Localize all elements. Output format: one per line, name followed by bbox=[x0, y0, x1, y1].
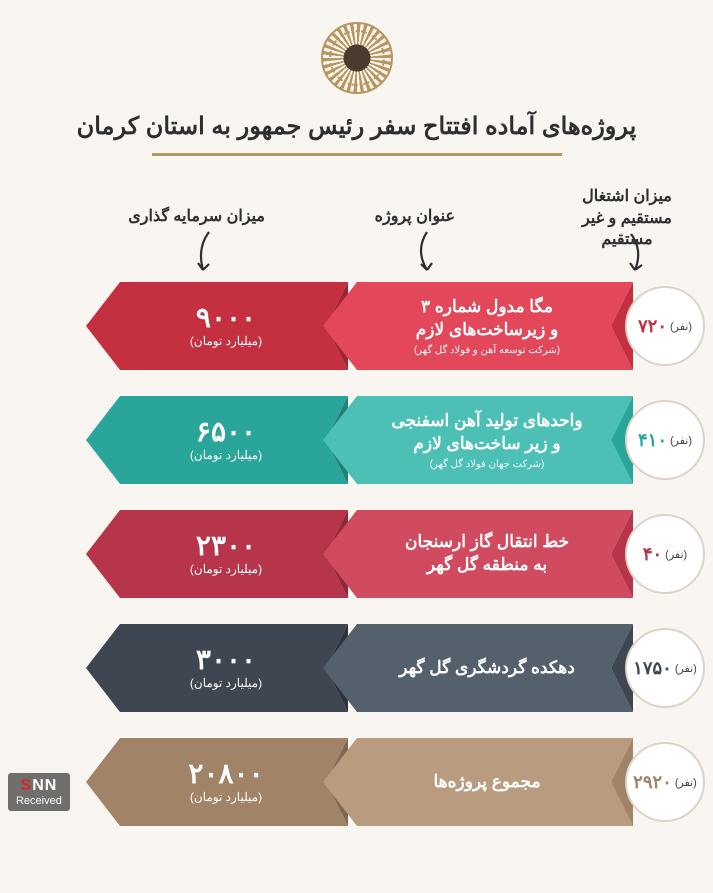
employment-unit: (نفر) bbox=[675, 776, 697, 789]
emblem-logo bbox=[321, 22, 393, 94]
arrow-project bbox=[409, 230, 443, 276]
page-title: پروژه‌های آماده افتتاح سفر رئیس جمهور به… bbox=[0, 112, 713, 141]
project-title: واحدهای تولید آهن اسفنجی و زیر ساخت‌های … bbox=[391, 410, 582, 456]
project-row: ۶۵۰۰ (میلیارد تومان) واحدهای تولید آهن ا… bbox=[0, 390, 713, 490]
watermark-brand: SNN bbox=[21, 777, 58, 795]
investment-arrow: ۲۰۸۰۰ (میلیارد تومان) bbox=[86, 738, 348, 826]
investment-value: ۳۰۰۰ bbox=[196, 646, 256, 674]
project-arrow: خط انتقال گاز ارسنجان به منطقه گل گهر bbox=[323, 510, 633, 598]
watermark-sub: Received bbox=[16, 795, 62, 807]
column-labels: میزان سرمایه گذاری عنوان پروژه میزان اشت… bbox=[0, 156, 713, 276]
label-project: عنوان پروژه bbox=[375, 206, 455, 228]
investment-unit: (میلیارد تومان) bbox=[190, 562, 262, 576]
employment-value: ۱۷۵۰ bbox=[633, 658, 672, 679]
logo-wrap bbox=[0, 0, 713, 94]
project-title: خط انتقال گاز ارسنجان به منطقه گل گهر bbox=[405, 531, 569, 577]
employment-circle: (نفر) ۴۰ bbox=[625, 514, 705, 594]
project-subtitle: (شرکت توسعه آهن و فولاد گل گهر) bbox=[414, 345, 560, 356]
employment-unit: (نفر) bbox=[675, 662, 697, 675]
investment-value: ۹۰۰۰ bbox=[196, 304, 256, 332]
investment-arrow: ۹۰۰۰ (میلیارد تومان) bbox=[86, 282, 348, 370]
project-arrow: مجموع پروژه‌ها bbox=[323, 738, 633, 826]
project-arrow: واحدهای تولید آهن اسفنجی و زیر ساخت‌های … bbox=[323, 396, 633, 484]
employment-circle: (نفر) ۴۱۰ bbox=[625, 400, 705, 480]
project-arrow: مگا مدول شماره ۳ و زیرساخت‌های لازم (شرک… bbox=[323, 282, 633, 370]
employment-unit: (نفر) bbox=[670, 320, 692, 333]
investment-arrow: ۳۰۰۰ (میلیارد تومان) bbox=[86, 624, 348, 712]
label-investment: میزان سرمایه گذاری bbox=[128, 206, 265, 228]
investment-unit: (میلیارد تومان) bbox=[190, 676, 262, 690]
investment-unit: (میلیارد تومان) bbox=[190, 448, 262, 462]
employment-value: ۷۲۰ bbox=[638, 316, 667, 337]
investment-arrow: ۲۳۰۰ (میلیارد تومان) bbox=[86, 510, 348, 598]
investment-value: ۲۳۰۰ bbox=[196, 532, 256, 560]
investment-value: ۲۰۸۰۰ bbox=[188, 760, 263, 788]
project-row: ۲۳۰۰ (میلیارد تومان) خط انتقال گاز ارسنج… bbox=[0, 504, 713, 604]
investment-unit: (میلیارد تومان) bbox=[190, 334, 262, 348]
project-row: ۹۰۰۰ (میلیارد تومان) مگا مدول شماره ۳ و … bbox=[0, 276, 713, 376]
investment-arrow: ۶۵۰۰ (میلیارد تومان) bbox=[86, 396, 348, 484]
employment-circle: (نفر) ۲۹۲۰ bbox=[625, 742, 705, 822]
project-row: ۲۰۸۰۰ (میلیارد تومان) مجموع پروژه‌ها (نف… bbox=[0, 732, 713, 832]
employment-unit: (نفر) bbox=[670, 434, 692, 447]
arrow-employment bbox=[617, 232, 651, 276]
employment-value: ۲۹۲۰ bbox=[633, 772, 672, 793]
employment-unit: (نفر) bbox=[665, 548, 687, 561]
employment-value: ۴۱۰ bbox=[638, 430, 667, 451]
project-title: مجموع پروژه‌ها bbox=[433, 771, 540, 794]
project-subtitle: (شرکت جهان فولاد گل گهر) bbox=[430, 459, 545, 470]
employment-circle: (نفر) ۱۷۵۰ bbox=[625, 628, 705, 708]
arrow-investment bbox=[189, 230, 223, 276]
watermark: SNN Received bbox=[8, 773, 70, 811]
investment-unit: (میلیارد تومان) bbox=[190, 790, 262, 804]
project-row: ۳۰۰۰ (میلیارد تومان) دهکده گردشگری گل گه… bbox=[0, 618, 713, 718]
employment-circle: (نفر) ۷۲۰ bbox=[625, 286, 705, 366]
rows-container: ۹۰۰۰ (میلیارد تومان) مگا مدول شماره ۳ و … bbox=[0, 276, 713, 832]
project-arrow: دهکده گردشگری گل گهر bbox=[323, 624, 633, 712]
investment-value: ۶۵۰۰ bbox=[196, 418, 256, 446]
project-title: دهکده گردشگری گل گهر bbox=[399, 657, 575, 680]
employment-value: ۴۰ bbox=[643, 544, 662, 565]
project-title: مگا مدول شماره ۳ و زیرساخت‌های لازم bbox=[416, 296, 558, 342]
